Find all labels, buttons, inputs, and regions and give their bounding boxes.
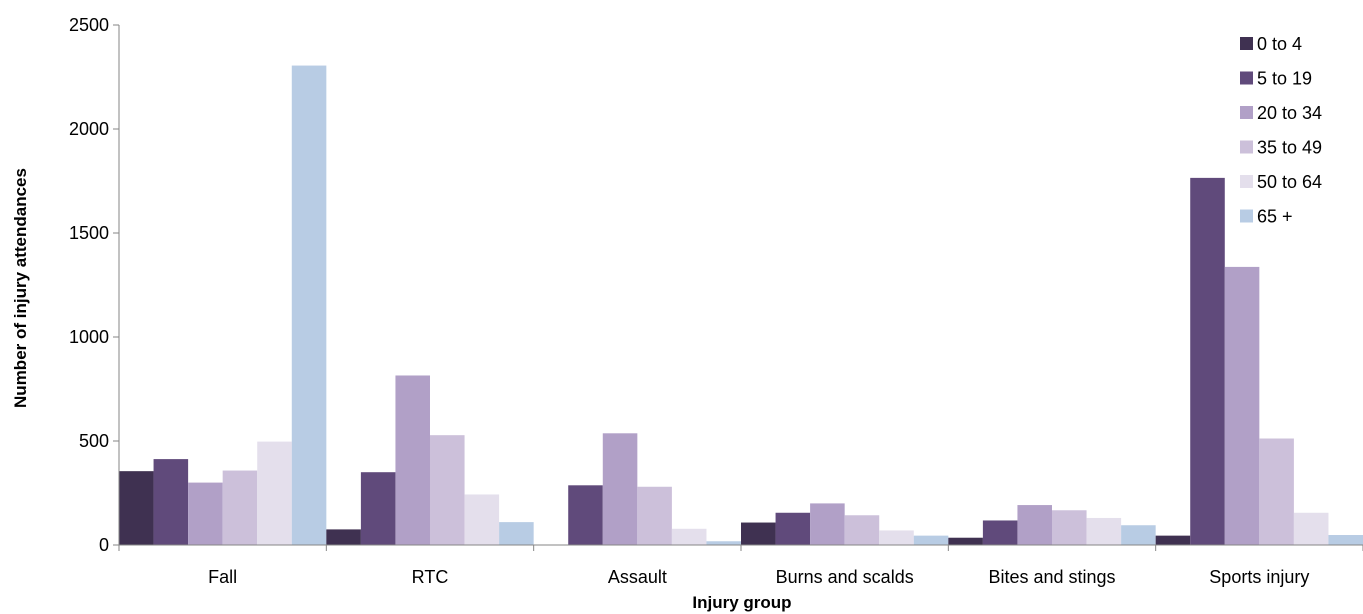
bar-burns-and-scalds-series-6 — [913, 535, 949, 545]
x-tick-label: Bites and stings — [988, 567, 1115, 587]
bars-group — [119, 65, 1363, 545]
bar-assault-series-3 — [602, 433, 638, 545]
bar-rtc-series-2 — [360, 472, 396, 545]
bar-fall-series-5 — [257, 441, 292, 545]
legend-swatch — [1240, 175, 1253, 188]
x-ticks-group: Fall RTC Assault Burns and scalds Bites and … — [118, 545, 1363, 587]
legend-label: 65 + — [1257, 207, 1293, 227]
bar-fall-series-4 — [222, 470, 258, 545]
bar-assault-series-2 — [568, 485, 603, 545]
bar-assault-series-5 — [671, 528, 707, 545]
bar-sports-injury-series-2 — [1190, 177, 1225, 545]
legend-swatch — [1240, 71, 1253, 85]
y-tick-label: 2000 — [69, 119, 109, 139]
legend-swatch — [1240, 106, 1253, 119]
x-tick-label: Burns and scalds — [776, 567, 914, 587]
bar-assault-series-4 — [637, 486, 672, 545]
bar-rtc-series-5 — [464, 494, 500, 545]
bar-fall-series-6 — [291, 65, 327, 545]
y-tick-label: 500 — [79, 431, 109, 451]
bar-bites-and-stings-series-4 — [1052, 510, 1087, 545]
y-ticks-group: 0 500 1000 1500 2000 2500 — [69, 15, 119, 555]
bar-sports-injury-series-6 — [1328, 535, 1363, 545]
bar-burns-and-scalds-series-5 — [879, 530, 914, 545]
bar-burns-and-scalds-series-1 — [741, 522, 776, 545]
y-tick-label: 1000 — [69, 327, 109, 347]
x-tick-label: RTC — [412, 567, 449, 587]
bar-rtc-series-6 — [499, 522, 534, 545]
legend-label: 35 to 49 — [1257, 138, 1322, 158]
bar-rtc-series-4 — [430, 435, 465, 545]
x-tick-label: Sports injury — [1209, 567, 1309, 587]
x-tick-label: Fall — [208, 567, 237, 587]
y-tick-label: 1500 — [69, 223, 109, 243]
bar-sports-injury-series-5 — [1293, 512, 1329, 545]
bar-fall-series-1 — [119, 471, 154, 545]
legend-swatch — [1240, 140, 1253, 154]
bar-rtc-series-3 — [395, 375, 430, 545]
bar-sports-injury-series-3 — [1224, 266, 1260, 545]
legend-label: 5 to 19 — [1257, 69, 1312, 89]
bar-fall-series-3 — [188, 482, 223, 545]
bar-bites-and-stings-series-3 — [1017, 505, 1052, 545]
bar-burns-and-scalds-series-3 — [810, 503, 845, 545]
bar-fall-series-2 — [153, 459, 189, 545]
legend-swatch — [1240, 37, 1253, 50]
legend-swatch — [1240, 209, 1253, 223]
bar-sports-injury-series-4 — [1259, 438, 1294, 545]
bar-rtc-series-1 — [326, 529, 361, 545]
y-tick-label: 0 — [99, 535, 109, 555]
bar-assault-series-6 — [706, 541, 741, 545]
x-tick-label: Assault — [608, 567, 667, 587]
y-tick-label: 2500 — [69, 15, 109, 35]
legend-label: 0 to 4 — [1257, 34, 1302, 54]
bar-burns-and-scalds-series-2 — [775, 512, 811, 545]
bar-bites-and-stings-series-1 — [948, 537, 983, 545]
y-axis-title: Number of injury attendances — [11, 168, 30, 408]
legend-label: 50 to 64 — [1257, 172, 1322, 192]
bar-sports-injury-series-1 — [1155, 535, 1191, 545]
x-axis-title: Injury group — [692, 593, 791, 612]
bar-bites-and-stings-series-5 — [1086, 517, 1122, 545]
bar-bites-and-stings-series-6 — [1121, 525, 1156, 545]
legend: 0 to 4 5 to 19 20 to 34 35 to 49 50 to 64 65 … — [1240, 34, 1322, 227]
bar-bites-and-stings-series-2 — [982, 520, 1018, 545]
bar-burns-and-scalds-series-4 — [844, 515, 880, 545]
legend-label: 20 to 34 — [1257, 103, 1322, 123]
